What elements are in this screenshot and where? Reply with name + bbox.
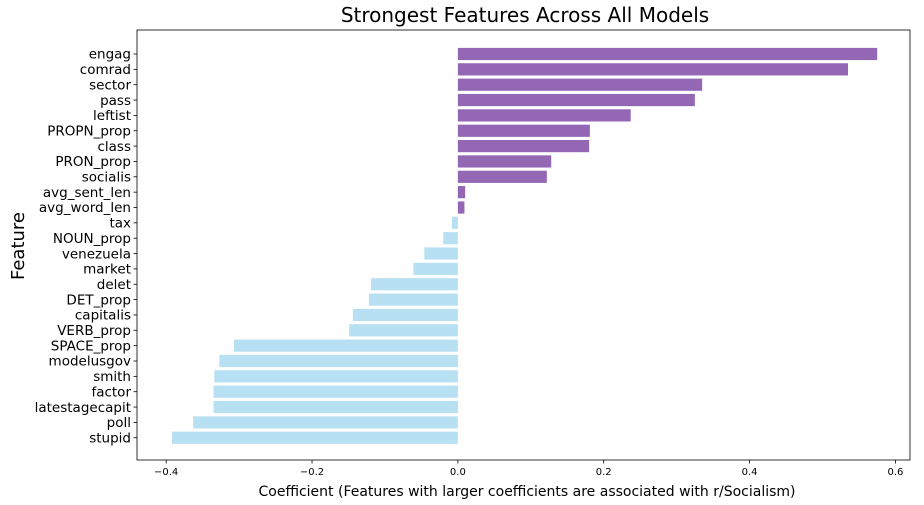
y-tick-label: socialis: [82, 170, 131, 186]
bar-stupid: [172, 431, 458, 444]
bar-avg_word_len: [457, 201, 465, 214]
bar-socialis: [457, 170, 547, 183]
x-tick-label: 0.2: [596, 467, 612, 478]
y-ticks-group: engagcomradsectorpassleftistPROPN_propcl…: [35, 47, 137, 446]
y-tick-label: sector: [89, 77, 131, 93]
y-tick-label: class: [97, 139, 131, 155]
x-tick-label: 0.0: [450, 467, 466, 478]
bar-market: [413, 262, 458, 275]
bar-venezuela: [424, 247, 458, 260]
bar-delet: [371, 278, 458, 291]
y-tick-label: SPACE_prop: [51, 338, 131, 354]
bar-DET_prop: [368, 293, 458, 306]
bar-latestagecapit: [213, 400, 458, 414]
bar-SPACE_prop: [233, 339, 458, 352]
y-tick-label: market: [83, 262, 131, 278]
bar-factor: [213, 385, 458, 398]
x-tick-label: 0.4: [742, 467, 758, 478]
y-tick-label: poll: [107, 415, 131, 431]
bar-NOUN_prop: [443, 232, 458, 245]
bar-pass: [457, 93, 695, 107]
y-tick-label: venezuela: [62, 246, 131, 262]
bar-engag: [457, 47, 878, 61]
bar-tax: [452, 216, 458, 229]
y-tick-label: engag: [89, 47, 131, 63]
y-tick-label: DET_prop: [66, 292, 131, 308]
y-tick-label: VERB_prop: [57, 323, 131, 339]
bar-PRON_prop: [457, 155, 552, 168]
bar-capitalis: [352, 308, 458, 322]
bar-PROPN_prop: [457, 124, 590, 137]
bar-VERB_prop: [349, 324, 458, 337]
y-tick-label: NOUN_prop: [53, 231, 131, 247]
y-tick-label: leftist: [93, 108, 131, 124]
bars-group: [172, 47, 878, 444]
x-axis-label: Coefficient (Features with larger coeffi…: [258, 484, 795, 500]
bar-modelusgov: [219, 354, 458, 368]
y-tick-label: capitalis: [75, 308, 131, 324]
bar-leftist: [457, 109, 631, 122]
x-tick-label: 0.6: [887, 467, 903, 478]
bar-poll: [193, 416, 458, 429]
x-tick-label: −0.2: [300, 467, 324, 478]
chart-title: Strongest Features Across All Models: [341, 3, 709, 27]
plot-frame: [136, 29, 911, 461]
y-tick-label: pass: [100, 93, 131, 109]
bar-sector: [457, 78, 703, 91]
y-axis-label: Feature: [8, 212, 29, 280]
y-tick-label: factor: [91, 384, 131, 400]
bar-comrad: [457, 63, 849, 76]
y-tick-label: stupid: [89, 430, 131, 446]
y-tick-label: smith: [93, 369, 131, 385]
x-tick-label: −0.4: [154, 467, 178, 478]
bar-avg_sent_len: [457, 186, 466, 199]
y-tick-label: latestagecapit: [35, 400, 131, 416]
bar-smith: [214, 370, 458, 383]
y-tick-label: tax: [109, 216, 131, 232]
y-tick-label: comrad: [80, 62, 131, 78]
y-tick-label: modelusgov: [49, 354, 131, 370]
y-tick-label: PRON_prop: [55, 154, 131, 170]
y-tick-label: avg_sent_len: [43, 185, 131, 201]
y-tick-label: delet: [97, 277, 131, 293]
y-tick-label: PROPN_prop: [47, 123, 131, 139]
bar-class: [457, 140, 590, 153]
y-tick-label: avg_word_len: [39, 200, 131, 216]
x-ticks-group: −0.4 −0.2 0.0 0.2 0.4 0.6: [154, 460, 903, 478]
